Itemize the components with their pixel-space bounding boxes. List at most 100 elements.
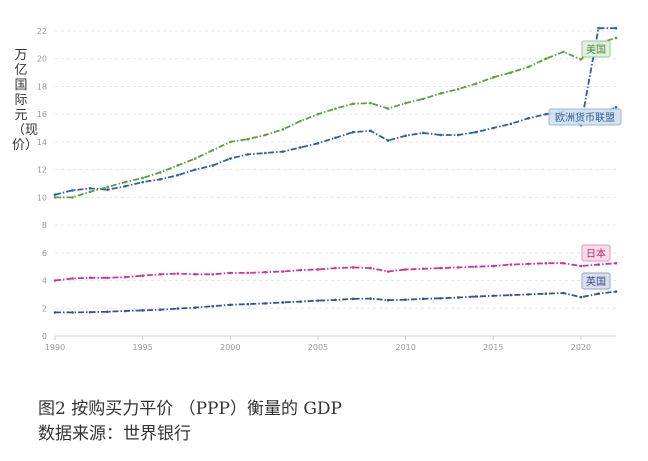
data-point xyxy=(351,102,355,106)
y-tick-label: 2 xyxy=(42,304,47,313)
data-point xyxy=(597,26,600,30)
data-point xyxy=(544,112,548,116)
data-point xyxy=(421,267,425,271)
data-point xyxy=(176,272,180,275)
series-label: 日本 xyxy=(586,247,606,260)
data-point xyxy=(386,107,390,110)
data-point xyxy=(264,270,267,274)
data-point xyxy=(281,150,285,153)
data-point xyxy=(88,187,92,190)
data-point xyxy=(334,298,337,302)
series-line-英国 xyxy=(55,290,617,314)
data-point xyxy=(474,82,478,85)
data-point xyxy=(597,263,600,266)
x-tick-label: 2015 xyxy=(483,343,503,352)
data-point xyxy=(404,268,407,271)
data-point xyxy=(509,122,513,126)
data-point xyxy=(71,311,74,314)
x-tick-label: 2010 xyxy=(395,343,415,352)
data-point xyxy=(264,302,267,305)
x-tick-label: 1990 xyxy=(45,343,65,352)
data-point xyxy=(88,190,92,194)
data-point xyxy=(404,134,407,137)
x-tick-label: 2020 xyxy=(571,343,591,352)
data-point xyxy=(106,276,109,280)
y-tick-label: 6 xyxy=(42,249,47,258)
data-point xyxy=(299,300,302,303)
data-point xyxy=(597,292,600,296)
data-point xyxy=(456,87,460,91)
series-label: 欧洲货币联盟 xyxy=(555,111,615,124)
data-point xyxy=(229,303,232,307)
data-point xyxy=(193,157,197,160)
data-point xyxy=(544,261,548,265)
data-point xyxy=(421,297,425,301)
data-point xyxy=(53,193,57,196)
data-point xyxy=(71,189,74,192)
data-point xyxy=(246,271,250,275)
data-point xyxy=(106,310,109,314)
data-point xyxy=(474,130,478,134)
data-point xyxy=(579,295,583,299)
data-point xyxy=(71,277,74,280)
data-point xyxy=(158,171,162,174)
data-point xyxy=(176,173,180,177)
data-point xyxy=(527,262,530,266)
data-point xyxy=(439,296,442,300)
data-point xyxy=(474,265,478,268)
data-point xyxy=(386,270,390,273)
data-point xyxy=(421,97,425,101)
data-point xyxy=(193,306,197,309)
data-point xyxy=(229,140,232,144)
data-point xyxy=(404,298,407,301)
data-point xyxy=(369,101,372,105)
data-point xyxy=(176,164,180,167)
data-point xyxy=(386,139,390,142)
data-point xyxy=(351,266,355,269)
data-point xyxy=(544,292,548,296)
x-tick-label: 1995 xyxy=(132,343,152,352)
data-point xyxy=(316,141,320,145)
x-tick-label: 2005 xyxy=(308,343,328,352)
data-point xyxy=(369,297,372,300)
data-point xyxy=(614,26,618,30)
data-point xyxy=(562,50,565,54)
data-point xyxy=(334,266,337,270)
data-point xyxy=(141,180,144,184)
data-point xyxy=(491,264,495,268)
data-point xyxy=(316,112,320,116)
data-point xyxy=(53,196,57,199)
data-point xyxy=(334,136,337,140)
data-point xyxy=(246,137,250,141)
data-point xyxy=(439,266,442,270)
data-point xyxy=(334,107,337,110)
data-point xyxy=(527,117,530,120)
data-point xyxy=(158,178,162,181)
data-point xyxy=(141,274,144,277)
data-point xyxy=(562,261,565,265)
data-point xyxy=(211,164,215,167)
data-point xyxy=(53,311,57,314)
data-point xyxy=(264,133,267,137)
data-point xyxy=(229,271,232,275)
series-line-美国 xyxy=(55,37,617,199)
data-point xyxy=(491,126,495,130)
data-point xyxy=(369,129,372,133)
data-point xyxy=(211,304,215,308)
data-point xyxy=(579,58,583,61)
data-point xyxy=(158,273,162,276)
data-point xyxy=(527,65,530,69)
y-tick-label: 14 xyxy=(37,138,47,147)
data-point xyxy=(71,196,74,199)
data-point xyxy=(53,279,57,282)
data-point xyxy=(509,71,513,74)
data-point xyxy=(491,294,495,298)
data-point xyxy=(562,291,565,295)
figure-caption: 图2 按购买力平价 （PPP）衡量的 GDP xyxy=(38,399,342,419)
data-point xyxy=(404,101,407,105)
y-tick-label: 10 xyxy=(37,193,47,202)
y-tick-label: 16 xyxy=(37,110,47,119)
data-point xyxy=(299,146,302,149)
y-tick-label: 4 xyxy=(42,277,47,286)
data-point xyxy=(229,157,232,160)
